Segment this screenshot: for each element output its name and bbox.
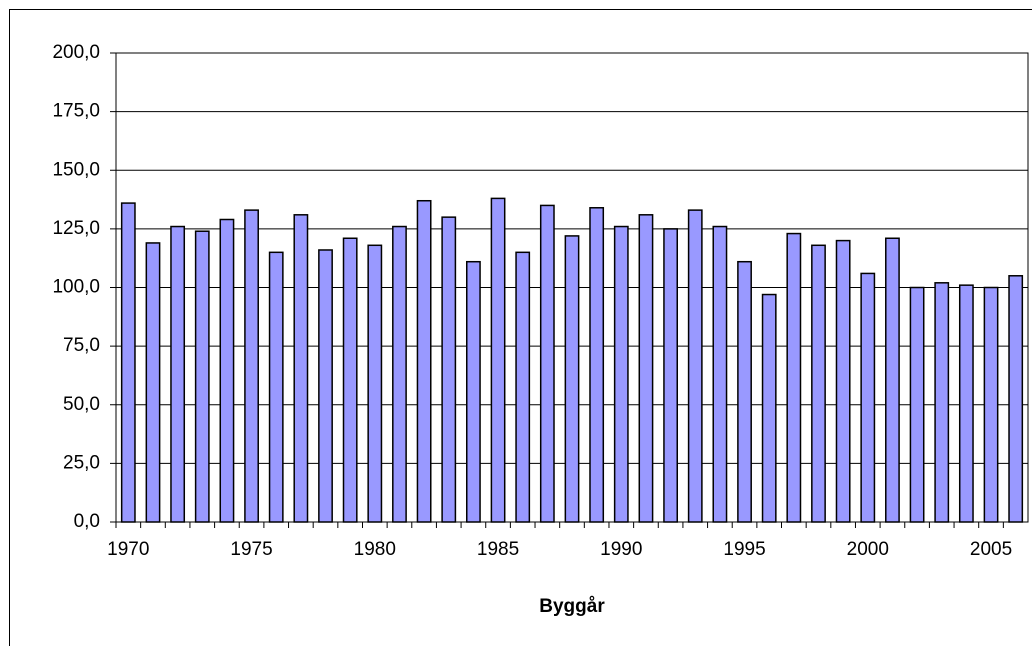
x-tick-label: 1980 xyxy=(354,539,396,560)
bar xyxy=(835,239,851,523)
y-tick-label: 50,0 xyxy=(63,394,100,415)
bar xyxy=(416,199,432,523)
bar xyxy=(613,225,629,523)
x-tick-label: 1975 xyxy=(230,539,272,560)
bar xyxy=(663,228,678,523)
bar xyxy=(120,202,136,523)
y-tick-label: 200,0 xyxy=(52,42,100,63)
y-tick-label: 150,0 xyxy=(52,159,100,180)
x-tick-label: 2000 xyxy=(847,539,889,560)
y-tick-label: 175,0 xyxy=(52,101,100,122)
bar xyxy=(342,237,358,523)
bar xyxy=(318,249,333,523)
bar xyxy=(737,260,752,523)
bar xyxy=(515,251,531,523)
bar xyxy=(885,237,900,523)
bar xyxy=(860,272,876,523)
bar xyxy=(367,244,383,523)
bar xyxy=(293,214,309,523)
bar xyxy=(466,260,481,523)
bar xyxy=(194,230,210,523)
bar xyxy=(761,293,777,523)
bar xyxy=(983,286,999,523)
bar xyxy=(786,232,802,523)
bar xyxy=(1008,275,1024,523)
bar xyxy=(441,216,457,523)
x-tick-label: 2005 xyxy=(970,539,1012,560)
bar xyxy=(958,284,974,523)
bar xyxy=(244,209,259,523)
bar xyxy=(170,225,186,523)
y-tick-label: 100,0 xyxy=(52,277,100,298)
bar xyxy=(268,251,284,523)
x-axis-title: Byggår xyxy=(539,596,605,617)
x-tick-label: 1970 xyxy=(107,539,149,560)
chart-frame xyxy=(9,9,1032,646)
y-tick-label: 0,0 xyxy=(74,511,100,532)
bar xyxy=(909,286,925,523)
x-tick-label: 1985 xyxy=(477,539,519,560)
bar xyxy=(145,242,161,523)
bar xyxy=(712,225,728,523)
bar xyxy=(811,244,826,523)
bar xyxy=(564,235,580,523)
bar xyxy=(219,218,235,523)
bar xyxy=(392,225,407,523)
bar xyxy=(589,207,605,523)
x-tick-label: 1990 xyxy=(600,539,642,560)
bar xyxy=(539,204,555,523)
y-tick-label: 75,0 xyxy=(63,335,100,356)
bar xyxy=(490,197,506,523)
bar xyxy=(687,209,703,523)
y-tick-label: 25,0 xyxy=(63,452,100,473)
bar xyxy=(638,214,654,523)
x-tick-label: 1995 xyxy=(723,539,765,560)
bar xyxy=(934,282,950,523)
y-tick-label: 125,0 xyxy=(52,218,100,239)
